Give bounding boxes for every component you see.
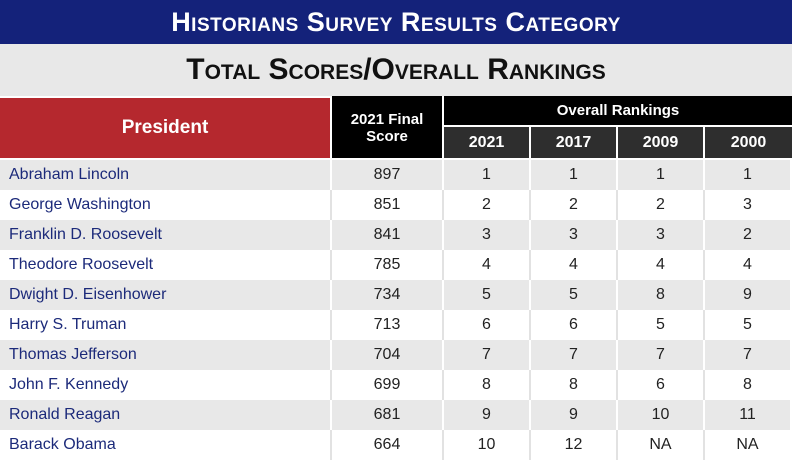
rank-2009-cell: 8	[616, 280, 703, 310]
rank-2017-cell: 6	[529, 310, 616, 340]
rank-2009-cell: 6	[616, 370, 703, 400]
final-score-cell: 681	[330, 400, 442, 430]
table-row: Dwight D. Eisenhower 734 5 5 8 9	[0, 280, 792, 310]
rank-2021-cell: 3	[442, 220, 529, 250]
president-name-cell: Barack Obama	[0, 430, 330, 460]
final-score-cell: 851	[330, 190, 442, 220]
president-name-cell: Thomas Jefferson	[0, 340, 330, 370]
year-header-2021: 2021	[444, 127, 529, 158]
table-row: Thomas Jefferson 704 7 7 7 7	[0, 340, 792, 370]
survey-title: Historians Survey Results Category	[0, 0, 792, 44]
rank-2017-cell: 5	[529, 280, 616, 310]
table-row: George Washington 851 2 2 2 3	[0, 190, 792, 220]
rank-2009-cell: 4	[616, 250, 703, 280]
rank-2009-cell: 3	[616, 220, 703, 250]
rank-2017-cell: 12	[529, 430, 616, 460]
final-score-cell: 713	[330, 310, 442, 340]
rank-2021-cell: 9	[442, 400, 529, 430]
rank-2021-cell: 10	[442, 430, 529, 460]
rank-2021-cell: 7	[442, 340, 529, 370]
president-name-cell: Ronald Reagan	[0, 400, 330, 430]
final-score-cell: 785	[330, 250, 442, 280]
final-score-cell: 704	[330, 340, 442, 370]
rank-2009-cell: 5	[616, 310, 703, 340]
rank-2017-cell: 9	[529, 400, 616, 430]
year-header-2000: 2000	[705, 127, 792, 158]
rank-2021-cell: 5	[442, 280, 529, 310]
rank-2000-cell: 1	[703, 160, 790, 190]
table-row: Barack Obama 664 10 12 NA NA	[0, 430, 792, 460]
president-name-cell: George Washington	[0, 190, 330, 220]
rank-2009-cell: 2	[616, 190, 703, 220]
table-row: Abraham Lincoln 897 1 1 1 1	[0, 160, 792, 190]
table-row: Harry S. Truman 713 6 6 5 5	[0, 310, 792, 340]
table-subtitle: Total Scores/Overall Rankings	[0, 44, 792, 96]
rank-2000-cell: 3	[703, 190, 790, 220]
final-score-cell: 664	[330, 430, 442, 460]
rank-2017-cell: 3	[529, 220, 616, 250]
table-header: President 2021 Final Score Overall Ranki…	[0, 96, 792, 160]
final-score-cell: 699	[330, 370, 442, 400]
year-header-2009: 2009	[618, 127, 703, 158]
rank-2021-cell: 4	[442, 250, 529, 280]
rank-2017-cell: 1	[529, 160, 616, 190]
final-score-cell: 734	[330, 280, 442, 310]
year-header-2017: 2017	[531, 127, 616, 158]
rank-2017-cell: 2	[529, 190, 616, 220]
rank-2000-cell: 7	[703, 340, 790, 370]
final-score-column-header: 2021 Final Score	[332, 96, 442, 158]
rank-2000-cell: 11	[703, 400, 790, 430]
rank-2000-cell: 2	[703, 220, 790, 250]
rank-2009-cell: 7	[616, 340, 703, 370]
rank-2017-cell: 8	[529, 370, 616, 400]
rank-2009-cell: 10	[616, 400, 703, 430]
rank-2000-cell: 4	[703, 250, 790, 280]
rank-2017-cell: 4	[529, 250, 616, 280]
president-column-header: President	[0, 98, 330, 158]
table-row: John F. Kennedy 699 8 8 6 8	[0, 370, 792, 400]
final-score-cell: 841	[330, 220, 442, 250]
rank-2009-cell: NA	[616, 430, 703, 460]
final-score-cell: 897	[330, 160, 442, 190]
rankings-table-body: Abraham Lincoln 897 1 1 1 1 George Washington 8…	[0, 160, 792, 460]
president-name-cell: Theodore Roosevelt	[0, 250, 330, 280]
rank-2009-cell: 1	[616, 160, 703, 190]
president-name-cell: Abraham Lincoln	[0, 160, 330, 190]
president-name-cell: John F. Kennedy	[0, 370, 330, 400]
overall-rankings-header: Overall Rankings	[444, 96, 792, 125]
rank-2021-cell: 6	[442, 310, 529, 340]
rank-2000-cell: 5	[703, 310, 790, 340]
rank-2021-cell: 2	[442, 190, 529, 220]
table-row: Ronald Reagan 681 9 9 10 11	[0, 400, 792, 430]
president-name-cell: Dwight D. Eisenhower	[0, 280, 330, 310]
rank-2021-cell: 8	[442, 370, 529, 400]
president-name-cell: Franklin D. Roosevelt	[0, 220, 330, 250]
president-name-cell: Harry S. Truman	[0, 310, 330, 340]
table-row: Theodore Roosevelt 785 4 4 4 4	[0, 250, 792, 280]
rank-2000-cell: NA	[703, 430, 790, 460]
table-row: Franklin D. Roosevelt 841 3 3 3 2	[0, 220, 792, 250]
rank-2000-cell: 8	[703, 370, 790, 400]
rank-2017-cell: 7	[529, 340, 616, 370]
rank-2021-cell: 1	[442, 160, 529, 190]
rank-2000-cell: 9	[703, 280, 790, 310]
